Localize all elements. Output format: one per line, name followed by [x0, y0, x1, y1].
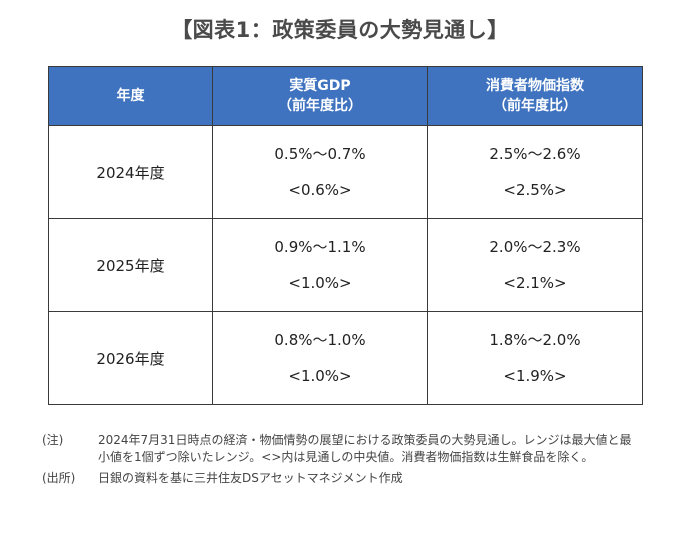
cpi-cell: 1.8%～2.0% <1.9%> — [427, 311, 643, 405]
note-label: (注) — [42, 433, 64, 447]
gdp-median: <1.0%> — [288, 367, 352, 385]
source-label: (出所) — [42, 471, 76, 485]
cpi-cell: 2.5%～2.6% <2.5%> — [427, 125, 643, 219]
gdp-range: 0.9%～1.1% — [274, 238, 366, 256]
header-year: 年度 — [48, 66, 213, 126]
header-gdp-label: 実質GDP — [289, 78, 351, 94]
table-row: 2025年度 0.9%～1.1% <1.0%> 2.0%～2.3% <2.1%> — [48, 218, 643, 312]
cpi-range: 2.5%～2.6% — [489, 145, 581, 163]
year-cell: 2026年度 — [48, 311, 213, 405]
gdp-range: 0.8%～1.0% — [274, 331, 366, 349]
figure-title: 【図表1：政策委員の大勢見通し】 — [171, 18, 509, 42]
table-row: 2024年度 0.5%～0.7% <0.6%> 2.5%～2.6% <2.5%> — [48, 125, 643, 219]
source-text: 日銀の資料を基に三井住友DSアセットマネジメント作成 — [98, 471, 403, 485]
table-row: 2026年度 0.8%～1.0% <1.0%> 1.8%～2.0% <1.9%> — [48, 311, 643, 405]
cpi-median: <2.1%> — [503, 274, 567, 292]
cpi-range: 1.8%～2.0% — [489, 331, 581, 349]
header-gdp: 実質GDP （前年度比） — [212, 66, 428, 126]
cpi-median: <1.9%> — [503, 367, 567, 385]
outlook-table: 年度 実質GDP （前年度比） 消費者物価指数 （前年度比） 2024年度 0.… — [48, 66, 643, 405]
footnotes: (注) 2024年7月31日時点の経済・物価情勢の展望における政策委員の大勢見通… — [42, 432, 642, 487]
source-row: (出所) 日銀の資料を基に三井住友DSアセットマネジメント作成 — [42, 470, 642, 487]
gdp-range: 0.5%～0.7% — [274, 145, 366, 163]
header-cpi-sublabel: （前年度比） — [493, 98, 577, 114]
cpi-median: <2.5%> — [503, 181, 567, 199]
cpi-cell: 2.0%～2.3% <2.1%> — [427, 218, 643, 312]
gdp-median: <1.0%> — [288, 274, 352, 292]
header-year-label: 年度 — [116, 88, 145, 104]
gdp-cell: 0.8%～1.0% <1.0%> — [212, 311, 428, 405]
header-gdp-sublabel: （前年度比） — [278, 98, 362, 114]
year-cell: 2024年度 — [48, 125, 213, 219]
gdp-median: <0.6%> — [288, 181, 352, 199]
gdp-cell: 0.9%～1.1% <1.0%> — [212, 218, 428, 312]
year-cell: 2025年度 — [48, 218, 213, 312]
note-row: (注) 2024年7月31日時点の経済・物価情勢の展望における政策委員の大勢見通… — [42, 432, 642, 466]
gdp-cell: 0.5%～0.7% <0.6%> — [212, 125, 428, 219]
header-cpi-label: 消費者物価指数 — [486, 78, 584, 94]
header-cpi: 消費者物価指数 （前年度比） — [427, 66, 643, 126]
cpi-range: 2.0%～2.3% — [489, 238, 581, 256]
note-text: 2024年7月31日時点の経済・物価情勢の展望における政策委員の大勢見通し。レン… — [98, 433, 632, 464]
table-header-row: 年度 実質GDP （前年度比） 消費者物価指数 （前年度比） — [48, 66, 643, 126]
